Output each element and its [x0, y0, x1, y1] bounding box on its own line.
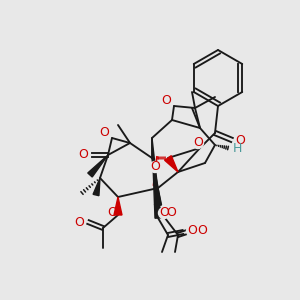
Text: O: O	[74, 215, 84, 229]
Circle shape	[74, 217, 85, 227]
Text: O: O	[107, 206, 117, 218]
Text: O: O	[99, 127, 109, 140]
Circle shape	[149, 161, 161, 172]
Polygon shape	[165, 156, 178, 172]
Text: O: O	[161, 94, 171, 107]
Polygon shape	[114, 197, 122, 215]
Circle shape	[193, 137, 203, 148]
Text: O: O	[235, 134, 245, 146]
Circle shape	[232, 142, 242, 154]
Circle shape	[160, 95, 172, 106]
Polygon shape	[154, 188, 161, 205]
Circle shape	[196, 224, 208, 236]
Text: O: O	[193, 136, 203, 149]
Circle shape	[98, 128, 110, 139]
Circle shape	[166, 208, 176, 218]
Text: O: O	[166, 206, 176, 220]
Polygon shape	[155, 188, 161, 205]
Circle shape	[235, 134, 245, 146]
Text: O: O	[197, 224, 207, 236]
Circle shape	[158, 208, 169, 218]
Polygon shape	[93, 178, 100, 196]
Text: O: O	[150, 160, 160, 173]
Text: H: H	[232, 142, 242, 154]
Polygon shape	[88, 155, 108, 177]
Polygon shape	[152, 138, 161, 218]
Text: O: O	[187, 224, 197, 238]
Circle shape	[187, 226, 197, 236]
Text: O: O	[78, 148, 88, 161]
Text: O: O	[159, 206, 169, 220]
Circle shape	[77, 149, 88, 161]
